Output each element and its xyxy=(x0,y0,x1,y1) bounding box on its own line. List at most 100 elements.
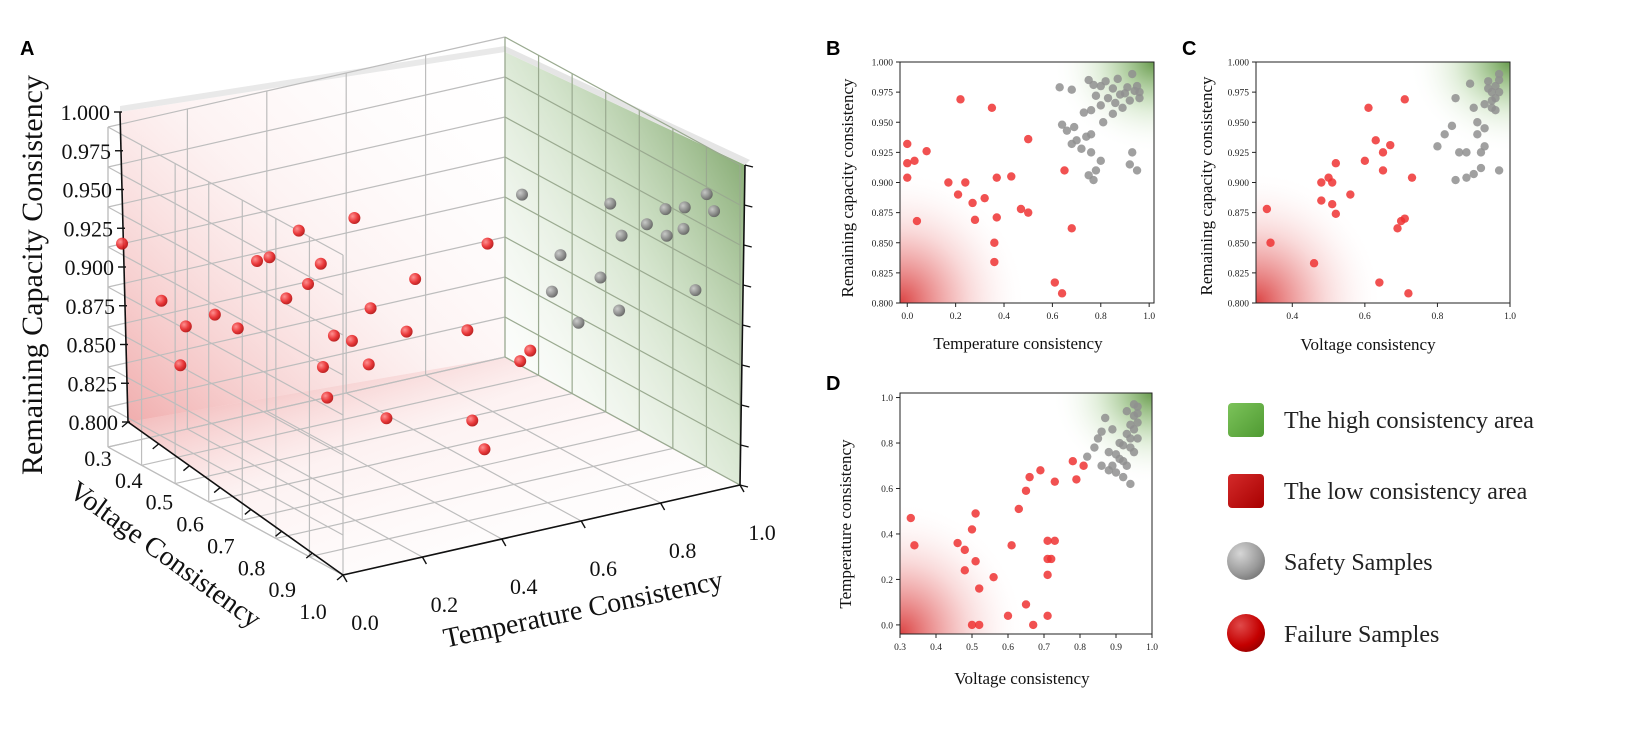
grid-line xyxy=(107,366,344,496)
y-tick-label: 0.875 xyxy=(1228,209,1250,219)
safety-point xyxy=(1491,81,1500,91)
y-tick-label: 0.825 xyxy=(1228,269,1250,279)
failure-point xyxy=(1043,536,1052,545)
x-tick-label: 0.6 xyxy=(1046,312,1058,322)
failure-point-3d xyxy=(231,322,244,335)
failure-point xyxy=(1003,611,1013,621)
safety-point xyxy=(1128,148,1137,157)
grid-line xyxy=(107,286,344,416)
failure-point xyxy=(953,190,963,199)
safety-point xyxy=(1133,434,1142,443)
z-tick-right xyxy=(744,204,753,208)
safety-point-3d xyxy=(640,218,653,231)
z-tick-right xyxy=(743,244,752,248)
y-tick-label: 0.825 xyxy=(872,269,894,279)
safety-point-3d xyxy=(678,201,691,214)
safety-point xyxy=(1057,120,1067,129)
grid-line xyxy=(141,374,539,466)
z-tick-label: 0.850 xyxy=(67,333,117,358)
grid-line xyxy=(504,76,741,206)
points-3d xyxy=(116,188,721,456)
legend-label-safety: Safety Samples xyxy=(1284,550,1433,576)
safety-point xyxy=(1476,148,1486,157)
safety-point xyxy=(1487,96,1497,105)
failure-point xyxy=(1404,289,1413,298)
safety-point xyxy=(1091,91,1101,100)
failure-point xyxy=(992,213,1001,222)
safety-point xyxy=(1101,77,1110,86)
failure-point-3d xyxy=(280,292,293,305)
y-tick-label: 0.2 xyxy=(881,576,893,586)
x-tick-label: 0.0 xyxy=(351,610,379,635)
failure-point-3d xyxy=(400,325,413,338)
legend-swatch-low-area xyxy=(1228,474,1264,508)
z-tick-label: 0.975 xyxy=(62,139,112,164)
safety-point xyxy=(1113,74,1122,84)
safety-point xyxy=(1494,75,1504,85)
safety-point xyxy=(1129,400,1139,409)
failure-point xyxy=(1036,466,1045,475)
safety-point xyxy=(1480,142,1489,151)
failure-point xyxy=(1400,214,1409,223)
x-tick-label: 1.0 xyxy=(1143,312,1155,322)
failure-point-3d xyxy=(345,334,358,347)
legend: The high consistency area The low consis… xyxy=(1227,403,1534,652)
panel-a-3d-scatter: A 0.800 0.825 0.850 0.875 0.900 0.925 0.950 0.9… xyxy=(16,36,776,654)
safety-point xyxy=(1103,93,1113,103)
y-tick-label: 0.900 xyxy=(1228,179,1250,189)
failure-point xyxy=(912,216,922,226)
failure-point xyxy=(903,139,912,149)
plot-frame xyxy=(899,392,1153,635)
failure-point-3d xyxy=(302,278,315,291)
y-tick-label: 0.900 xyxy=(872,179,894,189)
panel-d-scatter: D Temperature consistency Voltage consis… xyxy=(826,373,1158,688)
failure-point xyxy=(1360,156,1370,166)
grid-line xyxy=(504,276,741,406)
failure-point xyxy=(1331,159,1341,168)
safety-point-3d xyxy=(572,316,585,329)
grid-line xyxy=(309,466,707,558)
failure-point xyxy=(956,95,965,104)
safety-point xyxy=(1433,142,1442,151)
safety-point xyxy=(1484,84,1493,93)
safety-point xyxy=(1104,447,1114,457)
z-tick-label: 0.950 xyxy=(63,178,113,203)
safety-point xyxy=(1089,80,1098,90)
z-tick-right xyxy=(739,484,749,488)
z-tick-right xyxy=(742,324,751,328)
failure-point xyxy=(1378,148,1388,157)
failure-point xyxy=(1043,554,1052,564)
y-tick-label: 0.950 xyxy=(872,119,894,129)
grid-line xyxy=(425,374,661,504)
failure-point xyxy=(1262,204,1272,214)
grid-line xyxy=(504,116,741,246)
failure-point xyxy=(1060,166,1069,175)
safety-point xyxy=(1126,479,1135,489)
y-tick-label: 0.3 xyxy=(84,446,112,471)
tick-labels-3d: 0.800 0.825 0.850 0.875 0.900 0.925 0.950 0.975… xyxy=(61,100,776,635)
panel-b-xlabel: Temperature consistency xyxy=(933,334,1103,353)
safety-point xyxy=(1099,118,1108,127)
x-tick-label: 0.0 xyxy=(901,312,913,322)
x-tick xyxy=(659,502,666,511)
x-tick-label: 0.6 xyxy=(1359,312,1371,322)
failure-point xyxy=(1067,224,1076,233)
z-tick-label: 0.875 xyxy=(66,294,116,319)
safety-point xyxy=(1465,79,1475,88)
y-tick-label: 0.850 xyxy=(872,239,894,249)
y-tick xyxy=(275,530,283,537)
failure-point xyxy=(970,215,980,225)
safety-point xyxy=(1069,122,1079,132)
y-tick xyxy=(244,508,252,515)
failure-point xyxy=(1043,611,1052,621)
safety-point xyxy=(1083,452,1092,461)
y-tick xyxy=(182,465,190,472)
safety-point-3d xyxy=(604,197,617,210)
safety-point xyxy=(1128,69,1137,79)
failure-point xyxy=(1016,204,1026,214)
failure-point xyxy=(1068,457,1078,466)
safety-point xyxy=(1126,434,1135,443)
safety-point-3d xyxy=(700,188,713,201)
safety-point xyxy=(1055,83,1064,92)
safety-point xyxy=(1108,109,1118,119)
